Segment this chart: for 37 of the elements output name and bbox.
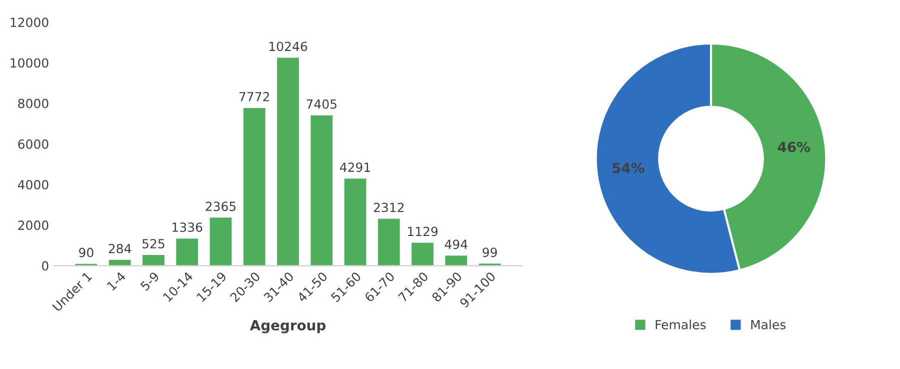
data-label: 2365 bbox=[206, 202, 236, 212]
data-label: 525 bbox=[142, 238, 164, 248]
bar bbox=[412, 242, 434, 266]
y-tick-label: 10000 bbox=[10, 58, 48, 68]
y-tick-label: 12000 bbox=[10, 18, 48, 28]
x-tick-label: 5-9 bbox=[140, 271, 160, 292]
data-label: 7405 bbox=[306, 99, 336, 109]
data-label: 46% bbox=[778, 142, 810, 152]
data-label: 10246 bbox=[269, 42, 308, 52]
y-tick-label: 4000 bbox=[18, 180, 48, 190]
bar bbox=[277, 58, 299, 266]
bar bbox=[210, 218, 232, 266]
y-tick-label: 2000 bbox=[18, 220, 48, 230]
data-label: 4291 bbox=[340, 162, 370, 172]
data-label: 284 bbox=[108, 244, 132, 254]
bar bbox=[445, 256, 468, 266]
x-axis-title: Agegroup bbox=[250, 320, 326, 334]
y-tick-label: 6000 bbox=[18, 139, 48, 149]
bar bbox=[142, 255, 164, 266]
y-tick-label: 0 bbox=[42, 261, 48, 271]
data-label: 2312 bbox=[374, 202, 404, 212]
bar bbox=[310, 115, 333, 266]
bar bbox=[176, 238, 198, 266]
bar bbox=[378, 218, 400, 266]
y-tick-label: 8000 bbox=[18, 98, 48, 108]
data-label: 7772 bbox=[239, 92, 270, 102]
data-label: 1336 bbox=[172, 222, 202, 232]
data-label: 99 bbox=[482, 248, 497, 258]
bar bbox=[243, 108, 266, 266]
legend-label: Females bbox=[656, 320, 706, 330]
bar bbox=[344, 178, 366, 266]
data-label: 90 bbox=[79, 248, 94, 258]
legend-label: Males bbox=[751, 320, 786, 330]
x-tick-label: 1-4 bbox=[106, 271, 126, 291]
data-label: 494 bbox=[444, 240, 468, 250]
data-label: 1129 bbox=[408, 226, 438, 236]
data-label: 54% bbox=[612, 162, 644, 174]
